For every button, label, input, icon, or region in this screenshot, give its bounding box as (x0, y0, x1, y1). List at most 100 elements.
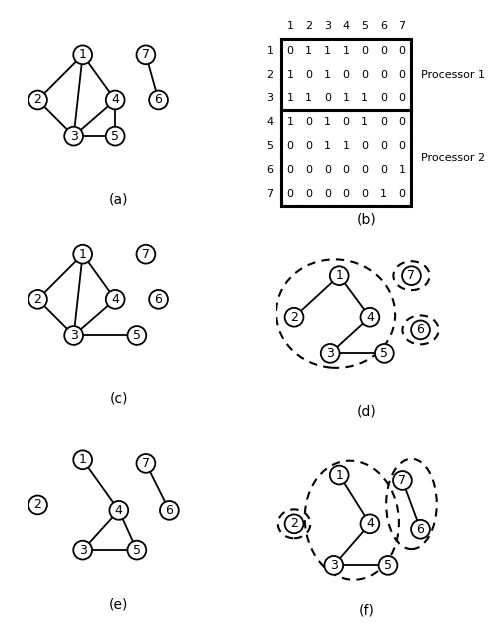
Circle shape (106, 290, 125, 309)
Text: (b): (b) (356, 212, 376, 226)
Text: 3: 3 (330, 559, 338, 572)
Text: 7: 7 (398, 474, 406, 487)
Bar (281, 39, 411, 110)
Circle shape (28, 290, 47, 309)
Text: (d): (d) (356, 404, 376, 419)
Circle shape (160, 501, 179, 520)
Text: 0: 0 (361, 141, 368, 151)
Text: 5: 5 (133, 544, 141, 556)
Text: 4: 4 (266, 117, 274, 127)
Text: 5: 5 (111, 130, 119, 143)
Text: 0: 0 (398, 93, 405, 103)
Text: 3: 3 (79, 544, 87, 556)
Circle shape (324, 556, 343, 575)
Circle shape (360, 515, 379, 533)
Text: 4: 4 (343, 21, 349, 31)
Circle shape (321, 344, 340, 363)
Text: 3: 3 (70, 329, 78, 342)
Text: 0: 0 (398, 45, 405, 55)
Circle shape (106, 126, 125, 146)
Circle shape (149, 290, 168, 309)
Circle shape (64, 126, 83, 146)
Text: 1: 1 (324, 117, 331, 127)
Text: 0: 0 (305, 70, 312, 80)
Text: 2: 2 (34, 93, 42, 107)
Circle shape (73, 450, 92, 469)
Text: 1: 1 (324, 45, 331, 55)
Text: 5: 5 (267, 141, 274, 151)
Circle shape (28, 90, 47, 110)
Text: 4: 4 (366, 517, 374, 530)
Text: 3: 3 (326, 347, 334, 360)
Text: Processor 1: Processor 1 (421, 70, 485, 80)
Text: 1: 1 (361, 93, 368, 103)
Circle shape (149, 90, 168, 110)
Text: Processor 2: Processor 2 (421, 153, 485, 163)
Circle shape (393, 471, 412, 490)
Text: 2: 2 (34, 498, 42, 511)
Text: 0: 0 (361, 189, 368, 199)
Text: 0: 0 (398, 70, 405, 80)
Text: 0: 0 (398, 117, 405, 127)
Text: 1: 1 (287, 21, 294, 31)
Text: 0: 0 (380, 45, 387, 55)
Circle shape (285, 308, 303, 326)
Text: 1: 1 (335, 468, 343, 482)
Circle shape (128, 541, 146, 559)
Text: 0: 0 (343, 165, 349, 175)
Text: 0: 0 (287, 45, 294, 55)
Text: 2: 2 (305, 21, 312, 31)
Text: 0: 0 (305, 189, 312, 199)
Circle shape (402, 266, 421, 285)
Text: 0: 0 (398, 141, 405, 151)
Text: 0: 0 (305, 117, 312, 127)
Circle shape (128, 326, 146, 345)
Text: 0: 0 (380, 70, 387, 80)
Text: 4: 4 (115, 504, 123, 517)
Text: 1: 1 (79, 454, 87, 466)
Text: 0: 0 (343, 70, 349, 80)
Text: 6: 6 (154, 93, 162, 107)
Text: 7: 7 (407, 269, 415, 282)
Text: 5: 5 (380, 347, 389, 360)
Text: 0: 0 (398, 189, 405, 199)
Text: 0: 0 (380, 93, 387, 103)
Circle shape (73, 541, 92, 559)
Text: 0: 0 (380, 165, 387, 175)
Text: 1: 1 (305, 93, 312, 103)
Text: 3: 3 (324, 21, 331, 31)
Circle shape (330, 266, 348, 285)
Text: 7: 7 (142, 248, 150, 260)
Circle shape (106, 90, 125, 110)
Text: 1: 1 (361, 117, 368, 127)
Text: 6: 6 (417, 323, 424, 336)
Text: 1: 1 (79, 49, 87, 61)
Text: 1: 1 (343, 141, 349, 151)
Text: 1: 1 (79, 248, 87, 260)
Text: 0: 0 (361, 165, 368, 175)
Text: (c): (c) (109, 392, 128, 406)
Text: 2: 2 (290, 517, 298, 530)
Text: 2: 2 (266, 70, 274, 80)
Text: 7: 7 (266, 189, 274, 199)
Text: 6: 6 (267, 165, 274, 175)
Circle shape (137, 245, 155, 264)
Text: 0: 0 (343, 117, 349, 127)
Text: 1: 1 (305, 45, 312, 55)
Text: 2: 2 (290, 311, 298, 324)
Circle shape (109, 501, 128, 520)
Text: 2: 2 (34, 293, 42, 306)
Text: 1: 1 (287, 117, 294, 127)
Text: (f): (f) (358, 604, 374, 618)
Circle shape (285, 515, 303, 533)
Text: 5: 5 (361, 21, 368, 31)
Text: 0: 0 (343, 189, 349, 199)
Text: 1: 1 (267, 45, 274, 55)
Text: 1: 1 (380, 189, 387, 199)
Text: 0: 0 (287, 141, 294, 151)
Text: 0: 0 (380, 141, 387, 151)
Text: 6: 6 (165, 504, 173, 517)
Text: 1: 1 (287, 70, 294, 80)
Circle shape (330, 465, 348, 485)
Text: 1: 1 (343, 45, 349, 55)
